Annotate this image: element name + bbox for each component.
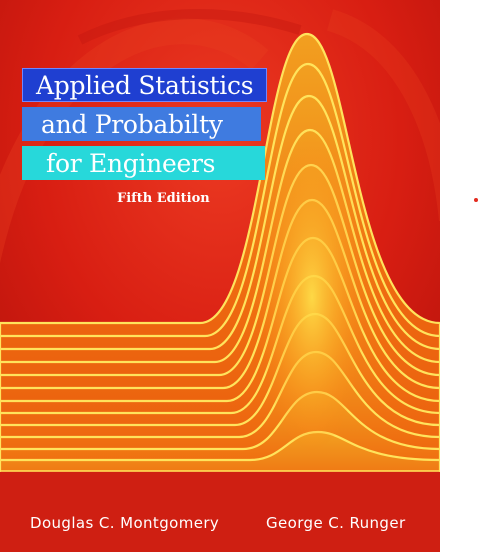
author-name-2: George C. Runger xyxy=(266,514,406,532)
title-line-3: for Engineers xyxy=(22,146,265,180)
author-name-1: Douglas C. Montgomery xyxy=(30,514,220,532)
title-line-2: and Probabilty xyxy=(22,107,261,141)
title-line-1: Applied Statistics xyxy=(22,68,267,102)
book-cover: Applied Statistics and Probabilty for En… xyxy=(0,0,440,552)
bell-curve-illustration xyxy=(0,0,440,552)
red-dot xyxy=(474,198,478,202)
edition-label: Fifth Edition xyxy=(117,191,210,206)
